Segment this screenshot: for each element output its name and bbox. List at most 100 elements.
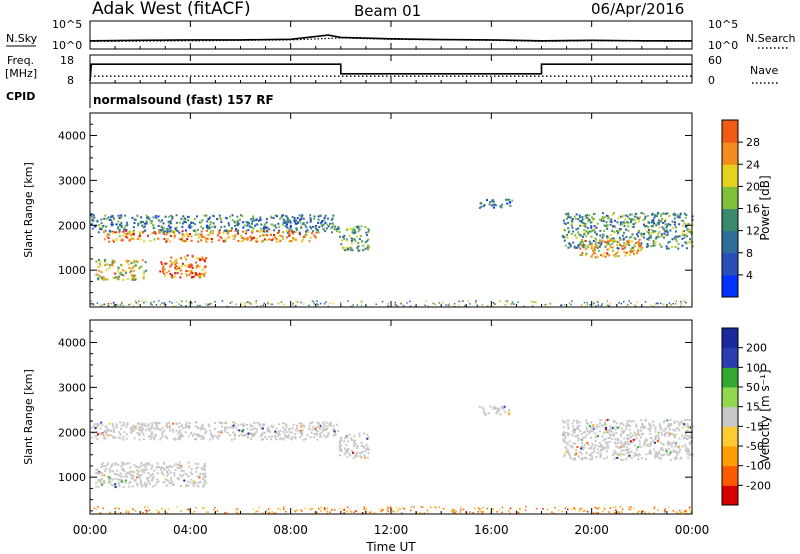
velocity-cell: [192, 485, 195, 488]
velocity-cell: [320, 435, 322, 438]
velocity-speck: [582, 510, 584, 513]
velocity-speck: [492, 508, 494, 510]
velocity-cell: [599, 422, 601, 425]
velocity-speck: [657, 509, 659, 511]
power-cell: [585, 252, 588, 255]
power-cell: [190, 264, 193, 267]
velocity-cell: [264, 435, 267, 438]
velocity-cell: [608, 431, 611, 434]
velocity-cell: [627, 455, 629, 458]
velocity-cell: [654, 450, 657, 453]
velocity-cell: [574, 458, 577, 461]
power-speck: [600, 304, 603, 307]
power-cell: [587, 230, 590, 233]
power-speck: [292, 304, 294, 306]
power-cell: [273, 229, 275, 232]
power-cell: [155, 216, 158, 219]
power-cell: [684, 241, 687, 244]
power-cell: [93, 216, 96, 219]
power-cell: [607, 240, 610, 243]
velocity-cell: [252, 432, 255, 435]
velocity-cell: [126, 422, 129, 425]
power-cell: [187, 216, 190, 218]
power-cell: [178, 231, 181, 234]
velocity-cell: [151, 464, 154, 467]
velocity-cell: [157, 428, 160, 430]
power-cell: [250, 226, 253, 229]
velocity-cell: [187, 461, 190, 464]
power-cell: [654, 241, 657, 244]
power-cell: [255, 218, 258, 221]
velocity-cell: [95, 471, 98, 474]
power-cell: [252, 217, 255, 220]
velocity-cell: [667, 424, 669, 427]
velocity-cell: [668, 441, 671, 444]
power-cell: [674, 214, 676, 217]
power-cell: [614, 254, 617, 257]
velocity-cell: [667, 423, 670, 426]
power-cell: [603, 229, 606, 232]
power-cell: [170, 214, 173, 217]
power-cell: [581, 218, 584, 221]
power-cell: [92, 219, 95, 222]
velocity-cell: [242, 435, 245, 437]
velocity-speck: [386, 509, 388, 511]
velocity-cell: [347, 447, 350, 450]
velocity-cell: [203, 480, 206, 483]
power-cell: [592, 229, 595, 232]
power-cell: [240, 236, 243, 239]
velocity-cell: [602, 446, 605, 449]
power-cell: [264, 223, 266, 226]
power-cell: [195, 272, 197, 275]
velocity-cell: [603, 448, 606, 450]
velocity-speck: [672, 510, 675, 512]
velocity-cell: [121, 468, 124, 471]
velocity-cell: [354, 443, 357, 446]
velocity-cell: [492, 407, 495, 410]
power-cell: [286, 231, 289, 234]
velocity-cell: [178, 467, 181, 469]
velocity-cell: [240, 433, 243, 436]
power-cell: [300, 226, 303, 229]
power-cell: [598, 249, 600, 252]
velocity-cell: [102, 462, 105, 465]
velocity-cell: [627, 448, 630, 451]
velocity-cell: [340, 439, 343, 442]
power-cell: [623, 214, 626, 217]
power-cell: [660, 213, 663, 216]
power-cell: [578, 214, 581, 217]
power-cell: [582, 222, 585, 225]
power-speck: [601, 303, 604, 305]
velocity-cell: [588, 430, 591, 433]
velocity-cell: [283, 437, 286, 440]
power-cell: [184, 256, 186, 259]
velocity-cell: [144, 481, 146, 484]
velocity-cell: [108, 481, 111, 484]
power-cell: [603, 252, 606, 255]
velocity-speck: [451, 508, 454, 510]
power-cell: [511, 199, 514, 202]
power-speck: [256, 305, 258, 308]
power-cell: [122, 230, 125, 233]
power-cell: [145, 214, 148, 217]
power-cell: [611, 213, 614, 216]
velocity-cell: [210, 432, 213, 435]
power-speck: [246, 301, 249, 303]
velocity-cell: [630, 450, 633, 453]
velocity-cell: [604, 446, 607, 449]
power-cell: [201, 227, 204, 230]
power-cell: [137, 222, 140, 225]
velocity-cell: [246, 424, 248, 426]
power-cell: [120, 225, 123, 228]
power-cell: [643, 217, 646, 220]
power-cell: [188, 264, 191, 267]
power-cell: [164, 274, 167, 277]
velocity-cell: [350, 438, 353, 441]
velocity-speck: [480, 510, 482, 513]
velocity-cell: [352, 451, 355, 454]
velocity-cell: [138, 426, 141, 429]
velocity-cell: [217, 431, 220, 434]
power-cell: [676, 216, 679, 219]
